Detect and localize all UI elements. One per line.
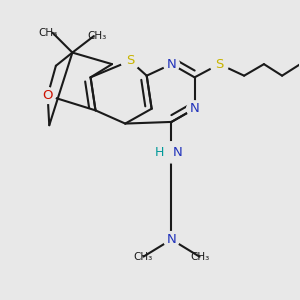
Text: CH₃: CH₃ xyxy=(39,28,58,38)
Text: N: N xyxy=(173,146,182,159)
Circle shape xyxy=(187,101,202,117)
Circle shape xyxy=(121,52,140,70)
Text: CH₃: CH₃ xyxy=(87,31,106,41)
Text: S: S xyxy=(215,58,224,70)
Circle shape xyxy=(164,56,179,72)
Text: S: S xyxy=(126,54,134,67)
Text: N: N xyxy=(167,58,176,70)
Text: N: N xyxy=(167,233,176,246)
Circle shape xyxy=(210,55,229,74)
Text: H: H xyxy=(155,146,164,159)
Text: CH₃: CH₃ xyxy=(190,252,209,262)
Circle shape xyxy=(164,232,179,247)
Text: O: O xyxy=(42,89,53,102)
Text: N: N xyxy=(190,102,200,115)
Circle shape xyxy=(40,88,56,103)
Text: CH₃: CH₃ xyxy=(134,252,153,262)
Circle shape xyxy=(161,142,182,163)
